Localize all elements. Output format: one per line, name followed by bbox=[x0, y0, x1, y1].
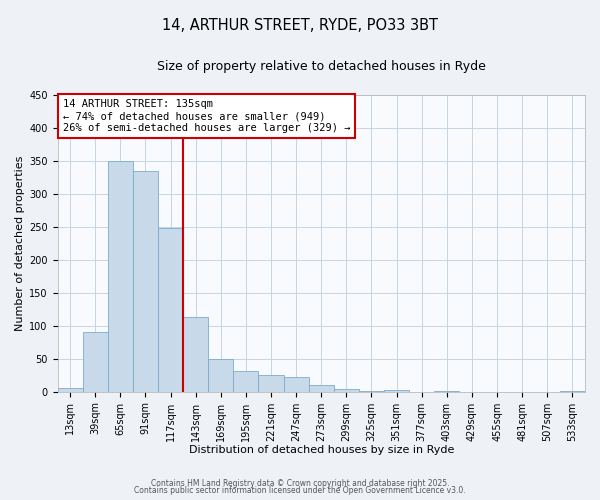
Bar bbox=[208, 359, 233, 392]
X-axis label: Distribution of detached houses by size in Ryde: Distribution of detached houses by size … bbox=[188, 445, 454, 455]
Bar bbox=[560, 391, 585, 392]
Bar bbox=[58, 388, 83, 392]
Text: 14, ARTHUR STREET, RYDE, PO33 3BT: 14, ARTHUR STREET, RYDE, PO33 3BT bbox=[162, 18, 438, 32]
Bar bbox=[284, 377, 308, 392]
Bar bbox=[308, 385, 334, 392]
Text: Contains HM Land Registry data © Crown copyright and database right 2025.: Contains HM Land Registry data © Crown c… bbox=[151, 478, 449, 488]
Y-axis label: Number of detached properties: Number of detached properties bbox=[15, 156, 25, 331]
Text: 14 ARTHUR STREET: 135sqm
← 74% of detached houses are smaller (949)
26% of semi-: 14 ARTHUR STREET: 135sqm ← 74% of detach… bbox=[63, 100, 350, 132]
Bar bbox=[158, 228, 183, 392]
Bar bbox=[183, 317, 208, 392]
Title: Size of property relative to detached houses in Ryde: Size of property relative to detached ho… bbox=[157, 60, 485, 73]
Bar bbox=[359, 391, 384, 392]
Bar bbox=[434, 391, 460, 392]
Bar bbox=[108, 161, 133, 392]
Bar bbox=[83, 332, 108, 392]
Bar bbox=[334, 389, 359, 392]
Bar bbox=[233, 370, 259, 392]
Bar bbox=[384, 390, 409, 392]
Text: Contains public sector information licensed under the Open Government Licence v3: Contains public sector information licen… bbox=[134, 486, 466, 495]
Bar bbox=[133, 171, 158, 392]
Bar bbox=[259, 376, 284, 392]
